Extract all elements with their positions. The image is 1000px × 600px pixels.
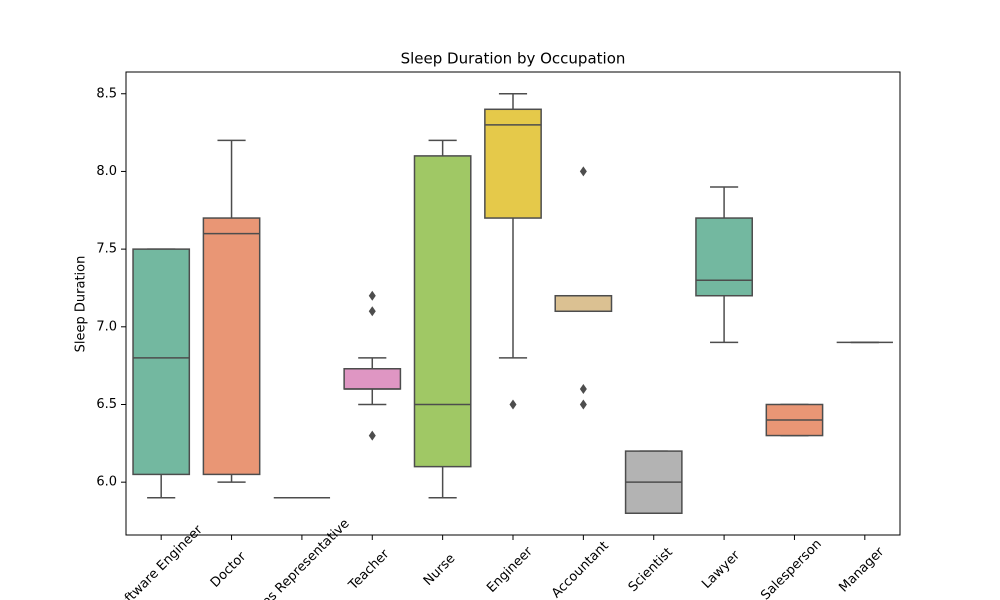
y-tick-label: 6.0 <box>96 475 117 490</box>
plot-frame <box>125 71 901 536</box>
box <box>484 108 542 219</box>
chart-title: Sleep Duration by Occupation <box>401 50 626 68</box>
outlier <box>509 399 517 410</box>
box-group <box>554 166 613 410</box>
box <box>695 217 753 297</box>
outlier <box>368 430 376 441</box>
x-tick-label: Teacher <box>345 546 392 593</box>
box <box>413 155 472 468</box>
x-tick-label: Software Engineer <box>111 522 206 600</box>
x-tick-label: Doctor <box>208 549 250 591</box>
x-tick-label: Manager <box>836 544 887 595</box>
x-tick-label: Engineer <box>484 544 536 596</box>
x-tick-label: Salesperson <box>758 537 825 600</box>
box-group <box>484 93 542 410</box>
box <box>554 294 613 313</box>
box-group <box>624 450 683 514</box>
x-tick-label: Sales Representative <box>245 516 352 600</box>
y-tick-label: 6.5 <box>96 397 117 412</box>
box <box>343 368 402 390</box>
box-group <box>413 139 472 499</box>
outlier <box>368 306 376 317</box>
x-tick-label: Nurse <box>421 551 459 589</box>
outlier <box>579 399 587 410</box>
y-tick-label: 8.5 <box>96 86 117 101</box>
outlier <box>579 383 587 394</box>
box <box>202 217 261 476</box>
y-tick-label: 8.0 <box>96 164 117 179</box>
box-group <box>765 403 824 437</box>
y-tick-label: 7.0 <box>96 319 117 334</box>
box-group <box>695 186 753 344</box>
box-group <box>343 290 402 441</box>
x-tick-label: Lawyer <box>699 548 743 592</box>
outlier <box>368 290 376 301</box>
outlier <box>579 166 587 177</box>
x-tick-label: Accountant <box>549 539 612 600</box>
x-tick-label: Scientist <box>626 545 676 595</box>
box <box>132 248 191 476</box>
y-axis-label: Sleep Duration <box>74 256 89 353</box>
y-tick-label: 7.5 <box>96 242 117 257</box>
box-group <box>132 248 191 499</box>
box-group <box>202 139 261 483</box>
